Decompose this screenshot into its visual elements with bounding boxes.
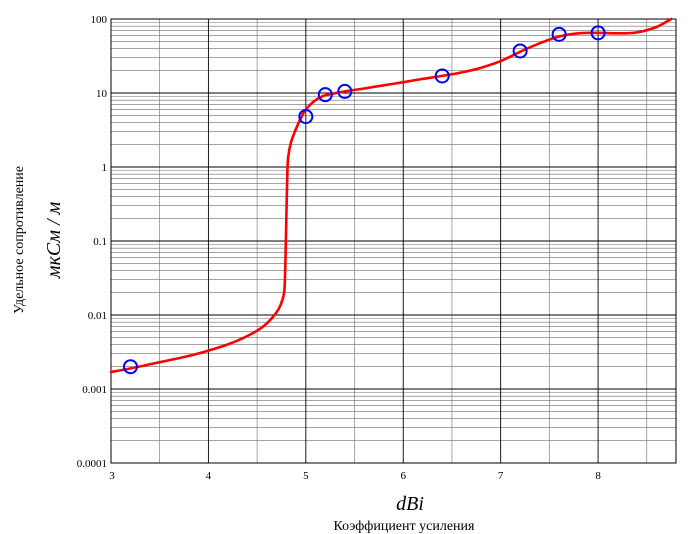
x-tick-label: 7: [498, 470, 504, 482]
series-layer: [109, 17, 673, 375]
x-tick-label: 6: [400, 470, 406, 482]
data-point-marker: [337, 83, 353, 99]
x-axis-ticks: 3 4 5 6 7 8: [109, 470, 601, 482]
x-axis-title: Коэффициент усиления: [334, 519, 475, 534]
y-tick-label: 0.001: [82, 384, 107, 396]
y-tick-label: 0.1: [93, 236, 107, 248]
data-point-marker: [434, 68, 450, 84]
minor-grid: [111, 19, 676, 463]
x-tick-label: 8: [595, 470, 601, 482]
fit-curve-line: [109, 17, 673, 374]
data-point-marker: [317, 87, 333, 103]
data-point-marker: [551, 26, 567, 42]
plot-border: [110, 18, 677, 464]
x-tick-label: 3: [109, 470, 115, 482]
y-axis-ticks: 0.0001 0.001 0.01 0.1 1 10 100: [77, 14, 108, 470]
y-tick-label: 0.01: [88, 310, 107, 322]
y-tick-label: 0.0001: [77, 458, 107, 470]
major-grid: [110, 18, 677, 464]
y-tick-label: 10: [96, 88, 108, 100]
y-axis-title: Удельное сопротивление: [12, 166, 27, 314]
data-point-marker: [298, 109, 314, 125]
y-tick-label: 1: [102, 162, 108, 174]
y-tick-label: 100: [91, 14, 108, 26]
x-tick-label: 5: [303, 470, 309, 482]
data-point-marker: [512, 43, 528, 59]
y-axis-unit: мкСм / м: [43, 201, 65, 279]
data-point-marker: [122, 359, 138, 375]
x-tick-label: 4: [206, 470, 212, 482]
x-axis-unit: dBi: [396, 493, 424, 515]
data-point-marker: [590, 25, 606, 41]
